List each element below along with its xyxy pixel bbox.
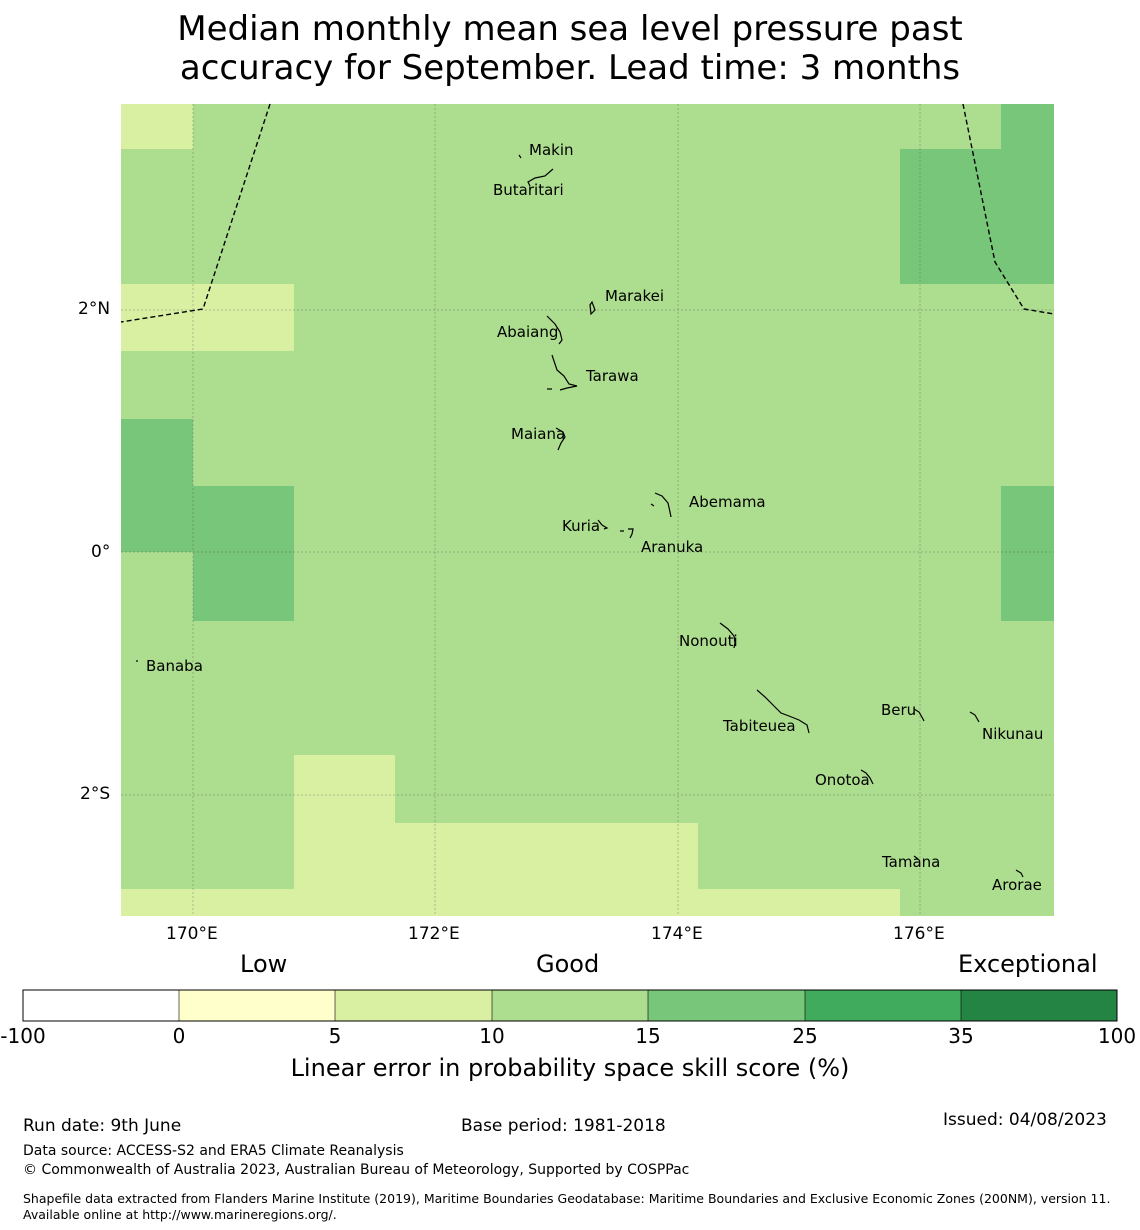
- island-label-tabiteuea: Tabiteuea: [722, 717, 796, 735]
- island-outlines: [136, 154, 1024, 878]
- island-label-tarawa: Tarawa: [585, 367, 639, 385]
- grid-cell: [121, 419, 193, 552]
- island-makin-shape: [518, 154, 522, 159]
- island-label-arorae: Arorae: [992, 876, 1042, 894]
- island-label-butaritari: Butaritari: [493, 181, 564, 199]
- island-label-onotoa: Onotoa: [815, 771, 870, 789]
- island-nonouti-shape: [719, 622, 736, 649]
- colorbar-tick: 15: [635, 1024, 661, 1048]
- island-kuria-shape: [597, 519, 609, 530]
- lat-tick-2n: 2°N: [78, 299, 111, 319]
- colorbar-dividers: [178, 990, 962, 1021]
- island-aranuka-shape: [620, 528, 634, 539]
- island-label-nonouti: Nonouti: [679, 632, 738, 650]
- lon-tick-172e: 172°E: [408, 924, 460, 944]
- island-label-kuria: Kuria: [562, 517, 600, 535]
- island-label-nikunau: Nikunau: [982, 725, 1043, 743]
- copyright: © Commonwealth of Australia 2023, Austra…: [23, 1162, 690, 1178]
- island-label-banaba: Banaba: [146, 657, 203, 675]
- island-butaritari-shape: [527, 168, 554, 187]
- run-date: Run date: 9th June: [23, 1116, 182, 1136]
- colorbar-title: Linear error in probability space skill …: [290, 1054, 850, 1082]
- island-label-maiana: Maiana: [511, 425, 565, 443]
- colorbar: [22, 989, 1118, 1022]
- colorbar-swatch: [23, 990, 179, 1021]
- island-label-tamana: Tamana: [881, 853, 940, 871]
- island-maiana-shape: [555, 427, 566, 451]
- island-abaiang-shape: [546, 315, 563, 345]
- lat-tick-2s: 2°S: [80, 784, 111, 804]
- grid-cell: [1001, 486, 1054, 621]
- grid-cell: [121, 104, 193, 149]
- island-label-marakei: Marakei: [605, 287, 664, 305]
- grid-cell: [395, 823, 698, 916]
- island-labels: Makin Butaritari Marakei Abaiang Tarawa …: [146, 141, 1043, 894]
- chart-title-line-1: Median monthly mean sea level pressure p…: [177, 9, 963, 49]
- colorbar-tick: 100: [1097, 1024, 1137, 1048]
- legend-category-exceptional: Exceptional: [958, 950, 1098, 978]
- lon-tick-174e: 174°E: [651, 924, 703, 944]
- colorbar-tick: -100: [0, 1024, 46, 1048]
- base-period: Base period: 1981-2018: [461, 1116, 666, 1136]
- grid-cell: [193, 486, 294, 621]
- colorbar-swatch: [648, 990, 805, 1021]
- colorbar-tick: 35: [948, 1024, 974, 1048]
- colorbar-tick: 10: [479, 1024, 505, 1048]
- island-label-abaiang: Abaiang: [497, 323, 558, 341]
- island-arorae-shape: [1015, 869, 1024, 878]
- eez-boundary: [120, 103, 1055, 323]
- colorbar-swatch: [179, 990, 335, 1021]
- lon-tick-170e: 170°E: [166, 924, 218, 944]
- chart-title-line-2: accuracy for September. Lead time: 3 mon…: [179, 48, 961, 88]
- grid-cell: [1001, 104, 1054, 149]
- lon-tick-176e: 176°E: [893, 924, 945, 944]
- grid-cell: [900, 149, 1054, 284]
- island-beru-shape: [913, 708, 925, 722]
- colorbar-tick: 5: [328, 1024, 342, 1048]
- colorbar-tick: 25: [792, 1024, 818, 1048]
- island-abemama-shape: [650, 492, 672, 518]
- island-tabiteuea-shape: [756, 689, 810, 734]
- island-label-abemama: Abemama: [689, 493, 766, 511]
- island-label-makin: Makin: [529, 141, 574, 159]
- grid-cell: [294, 755, 395, 916]
- skill-grid-cells: [121, 104, 1054, 916]
- legend-category-good: Good: [536, 950, 600, 978]
- island-tarawa-shape: [551, 354, 578, 391]
- island-marakei-shape: [589, 300, 596, 316]
- island-label-aranuka: Aranuka: [641, 538, 703, 556]
- grid-cell: [698, 889, 900, 916]
- island-tamana-shape: [913, 855, 919, 860]
- island-nikunau-shape: [969, 711, 980, 723]
- colorbar-swatch: [335, 990, 492, 1021]
- chart-title: Median monthly mean sea level pressure p…: [0, 10, 1140, 88]
- graticule: [121, 104, 1054, 916]
- island-onotoa-shape: [860, 769, 874, 785]
- lat-tick-0: 0°: [91, 542, 111, 562]
- grid-cell: [121, 889, 294, 916]
- colorbar-swatch: [961, 990, 1117, 1021]
- shapefile-credit: Shapefile data extracted from Flanders M…: [23, 1191, 1111, 1222]
- data-source: Data source: ACCESS-S2 and ERA5 Climate …: [23, 1143, 404, 1159]
- colorbar-tick: 0: [172, 1024, 186, 1048]
- colorbar-swatch: [492, 990, 648, 1021]
- colorbar-swatch: [805, 990, 961, 1021]
- island-label-beru: Beru: [881, 701, 916, 719]
- legend-category-low: Low: [240, 950, 288, 978]
- colorbar-frame: [22, 989, 1118, 1022]
- issued-date: Issued: 04/08/2023: [943, 1110, 1107, 1130]
